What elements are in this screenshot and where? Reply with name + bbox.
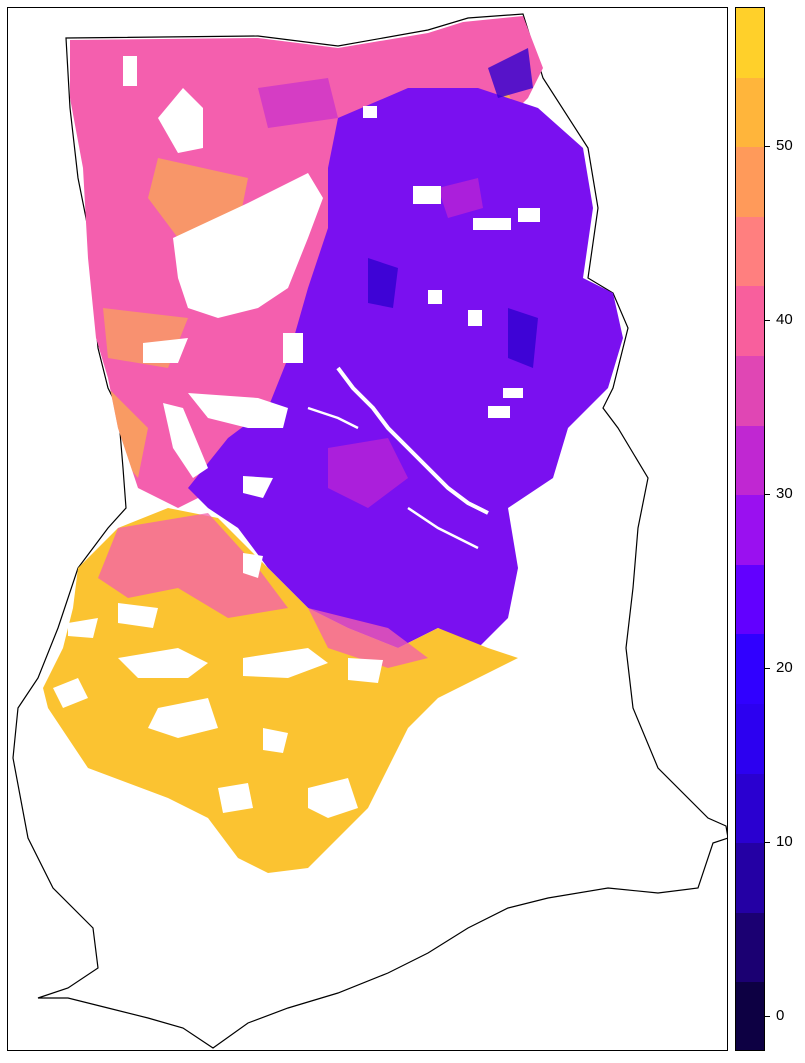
legend-color-step bbox=[736, 217, 764, 287]
legend-color-step bbox=[736, 913, 764, 983]
legend-tick-label: 30 bbox=[776, 486, 793, 501]
legend-tick bbox=[765, 320, 770, 321]
color-legend: 0 10 20 30 40 50 bbox=[735, 7, 765, 1051]
legend-tick-label: 0 bbox=[776, 1008, 784, 1023]
legend-color-bar bbox=[735, 7, 765, 1051]
legend-color-step bbox=[736, 634, 764, 704]
legend-color-step bbox=[736, 147, 764, 217]
legend-color-step bbox=[736, 8, 764, 78]
legend-color-step bbox=[736, 356, 764, 426]
legend-tick-label: 40 bbox=[776, 312, 793, 327]
legend-tick bbox=[765, 494, 770, 495]
legend-color-step bbox=[736, 982, 764, 1051]
legend-tick-label: 50 bbox=[776, 138, 793, 153]
legend-color-step bbox=[736, 495, 764, 565]
legend-color-step bbox=[736, 704, 764, 774]
ghana-map bbox=[8, 8, 728, 1051]
legend-tick bbox=[765, 146, 770, 147]
legend-tick bbox=[765, 842, 770, 843]
legend-color-step bbox=[736, 286, 764, 356]
legend-color-step bbox=[736, 774, 764, 844]
legend-tick-label: 10 bbox=[776, 834, 793, 849]
legend-color-step bbox=[736, 565, 764, 635]
legend-color-step bbox=[736, 843, 764, 913]
map-panel bbox=[7, 7, 728, 1051]
legend-color-step bbox=[736, 78, 764, 148]
legend-tick bbox=[765, 1016, 770, 1017]
legend-tick bbox=[765, 668, 770, 669]
legend-tick-label: 20 bbox=[776, 660, 793, 675]
legend-color-step bbox=[736, 7, 764, 8]
legend-color-step bbox=[736, 426, 764, 496]
